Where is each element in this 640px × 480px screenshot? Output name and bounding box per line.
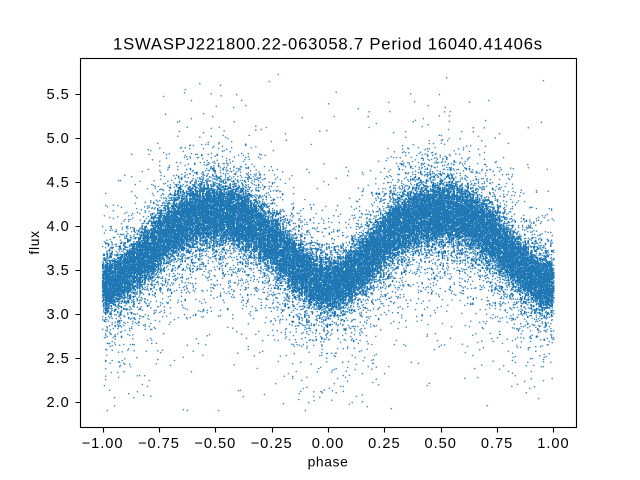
svg-text:4.0: 4.0 [47, 219, 70, 235]
svg-text:0.75: 0.75 [481, 436, 513, 452]
svg-text:0.50: 0.50 [425, 436, 457, 452]
svg-text:2.5: 2.5 [47, 351, 70, 367]
svg-text:5.5: 5.5 [47, 87, 70, 103]
svg-text:1.00: 1.00 [537, 436, 569, 452]
svg-text:−0.75: −0.75 [138, 436, 180, 452]
svg-text:−1.00: −1.00 [82, 436, 124, 452]
svg-text:flux: flux [26, 230, 42, 254]
svg-text:5.0: 5.0 [47, 131, 70, 147]
svg-text:4.5: 4.5 [47, 175, 70, 191]
svg-text:−0.50: −0.50 [194, 436, 236, 452]
svg-text:−0.25: −0.25 [251, 436, 293, 452]
svg-text:0.25: 0.25 [368, 436, 400, 452]
svg-text:1SWASPJ221800.22-063058.7 Peri: 1SWASPJ221800.22-063058.7 Period 16040.4… [113, 34, 543, 53]
svg-text:3.0: 3.0 [47, 307, 70, 323]
svg-text:3.5: 3.5 [47, 263, 70, 279]
svg-text:2.0: 2.0 [47, 395, 70, 411]
svg-text:0.00: 0.00 [312, 436, 344, 452]
svg-text:phase: phase [308, 453, 349, 469]
